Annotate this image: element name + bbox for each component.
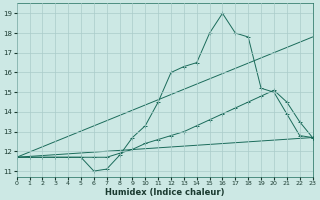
X-axis label: Humidex (Indice chaleur): Humidex (Indice chaleur) bbox=[105, 188, 224, 197]
